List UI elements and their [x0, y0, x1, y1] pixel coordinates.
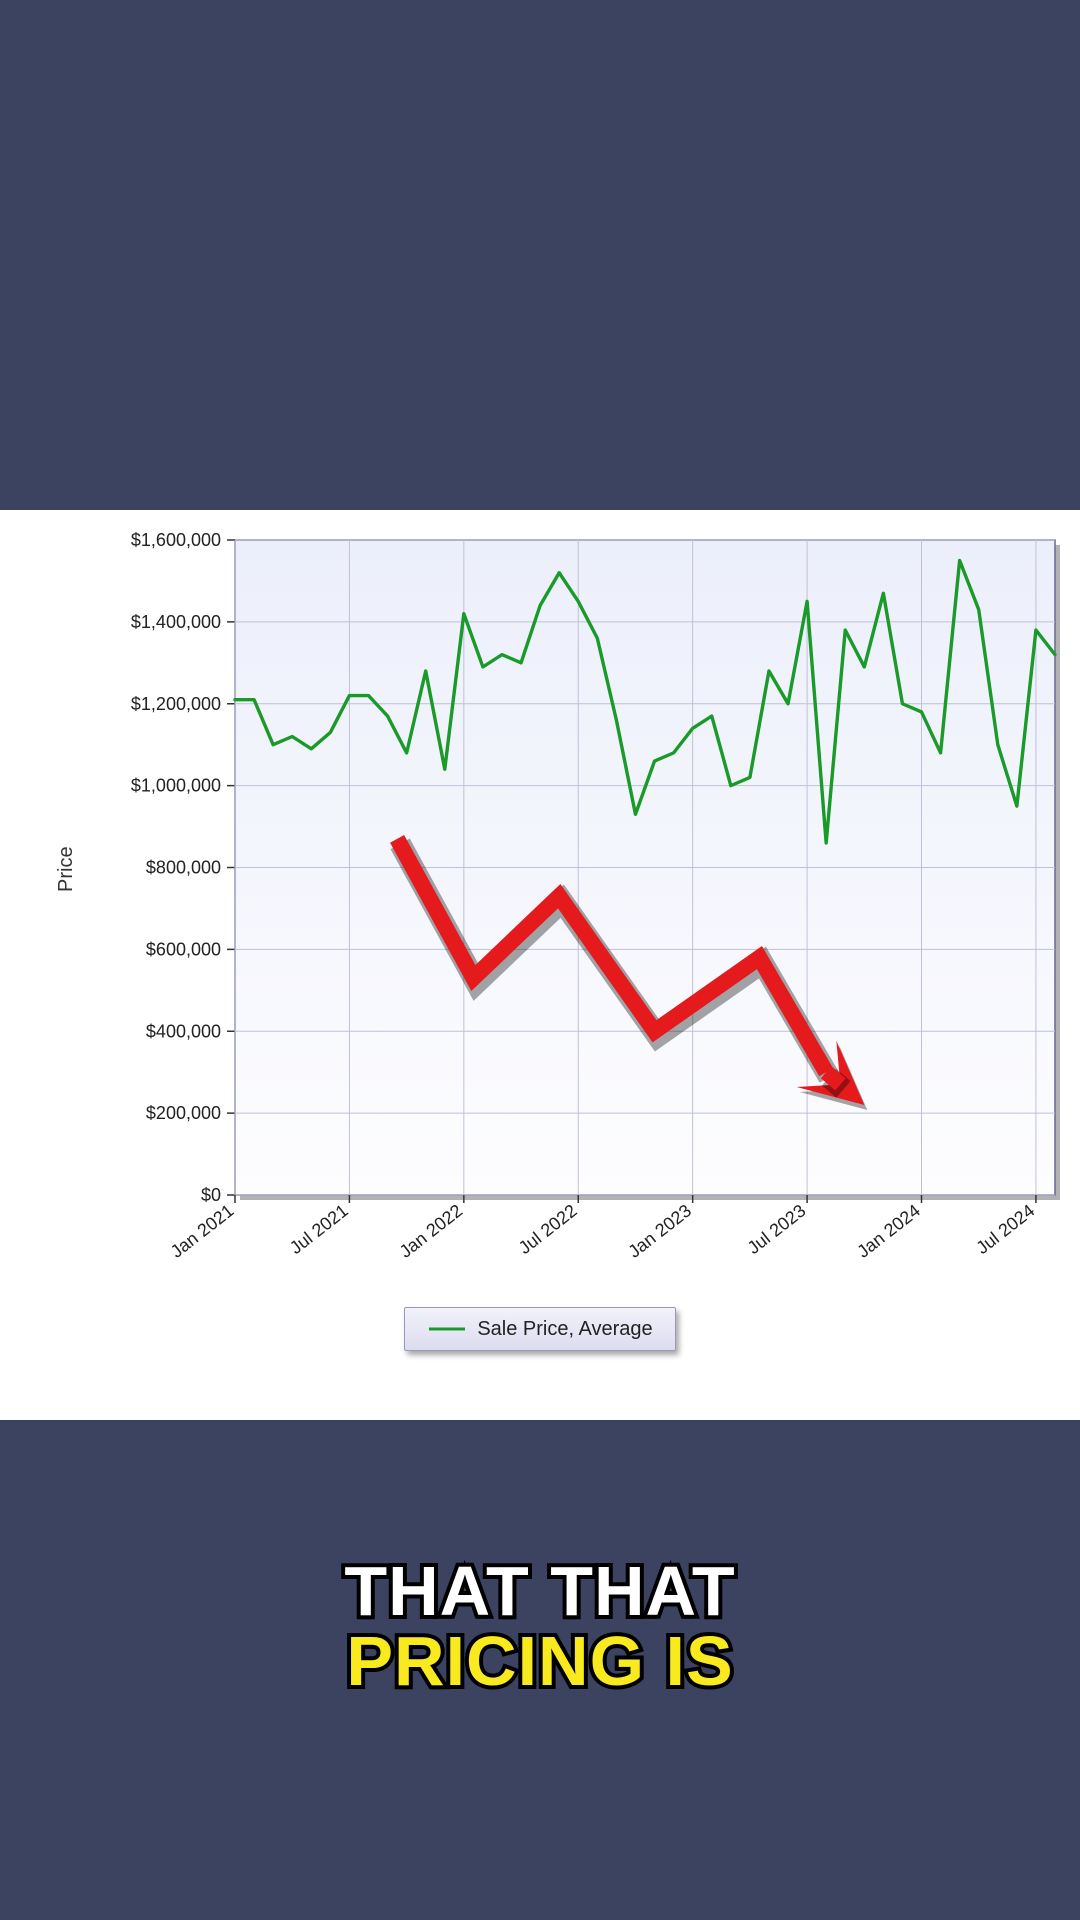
svg-text:$0: $0 — [201, 1185, 221, 1205]
svg-text:Jan 2024: Jan 2024 — [853, 1200, 924, 1261]
svg-text:Jan 2022: Jan 2022 — [396, 1200, 467, 1261]
svg-text:Jul 2021: Jul 2021 — [286, 1200, 352, 1258]
chart-panel: $0 $200,000 $400,000 $600,000 $800,000 $1,000… — [0, 510, 1080, 1420]
svg-text:$200,000: $200,000 — [146, 1103, 221, 1123]
chart-svg: $0 $200,000 $400,000 $600,000 $800,000 $1,000… — [0, 510, 1080, 1280]
svg-text:$800,000: $800,000 — [146, 858, 221, 878]
svg-text:Jul 2024: Jul 2024 — [972, 1200, 1038, 1258]
y-axis-label: Price — [55, 846, 78, 892]
price-chart: $0 $200,000 $400,000 $600,000 $800,000 $1,000… — [0, 510, 1080, 1285]
svg-text:$1,600,000: $1,600,000 — [131, 530, 221, 550]
svg-text:Jul 2022: Jul 2022 — [515, 1200, 581, 1258]
svg-text:$400,000: $400,000 — [146, 1021, 221, 1041]
legend-swatch — [427, 1319, 467, 1339]
svg-text:Jul 2023: Jul 2023 — [744, 1200, 810, 1258]
svg-text:$1,000,000: $1,000,000 — [131, 776, 221, 796]
svg-text:$1,200,000: $1,200,000 — [131, 694, 221, 714]
legend: Sale Price, Average — [404, 1307, 676, 1351]
svg-text:Jan 2023: Jan 2023 — [624, 1200, 695, 1261]
svg-text:Jan 2021: Jan 2021 — [167, 1200, 238, 1261]
svg-text:$600,000: $600,000 — [146, 939, 221, 959]
caption-line-1: THAT THAT — [0, 1556, 1080, 1626]
legend-label: Sale Price, Average — [477, 1318, 652, 1341]
caption-overlay: THAT THAT PRICING IS — [0, 1556, 1080, 1696]
caption-line-2: PRICING IS — [0, 1626, 1080, 1696]
svg-text:$1,400,000: $1,400,000 — [131, 612, 221, 632]
